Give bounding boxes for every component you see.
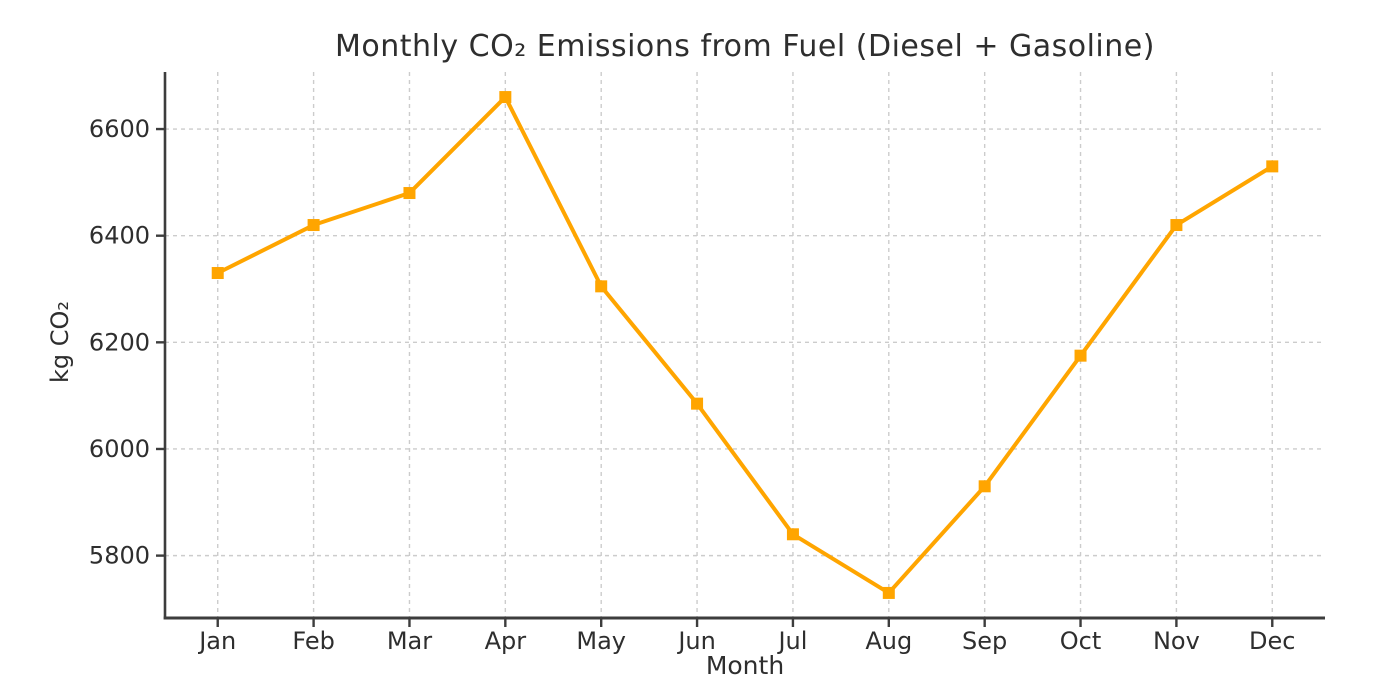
x-tick-label-nov: Nov [1153, 627, 1200, 655]
y-tick-label-6000: 6000 [89, 435, 150, 463]
x-axis-label: Month [705, 651, 785, 680]
y-tick-label-5800: 5800 [89, 542, 150, 570]
x-tick-label-jun: Jun [676, 627, 716, 655]
x-tick-label-jul: Jul [776, 627, 807, 655]
x-tick-label-may: May [576, 627, 626, 655]
y-tick-label-6600: 6600 [89, 115, 150, 143]
data-point-feb [307, 219, 320, 232]
data-point-nov [1170, 219, 1183, 232]
data-point-jun [691, 397, 704, 410]
x-tick-label-aug: Aug [865, 627, 912, 655]
data-point-mar [403, 187, 416, 200]
data-point-jul [786, 528, 799, 541]
data-point-aug [882, 586, 895, 599]
data-point-apr [499, 91, 512, 104]
x-tick-label-apr: Apr [485, 627, 527, 655]
x-tick-label-oct: Oct [1060, 627, 1102, 655]
x-tick-label-dec: Dec [1249, 627, 1295, 655]
data-point-sep [978, 480, 991, 493]
data-point-may [595, 280, 608, 293]
emissions-line [215, 95, 1275, 595]
data-point-dec [1266, 160, 1279, 173]
data-point-jan [211, 267, 224, 280]
x-tick-label-mar: Mar [387, 627, 432, 655]
y-tick-label-6400: 6400 [89, 222, 150, 250]
data-point-oct [1074, 349, 1087, 362]
x-tick-label-feb: Feb [292, 627, 335, 655]
y-tick-label-6200: 6200 [89, 328, 150, 356]
x-tick-label-jan: Jan [197, 627, 236, 655]
chart-title: Monthly CO₂ Emissions from Fuel (Diesel … [335, 29, 1155, 64]
x-tick-label-sep: Sep [962, 627, 1007, 655]
